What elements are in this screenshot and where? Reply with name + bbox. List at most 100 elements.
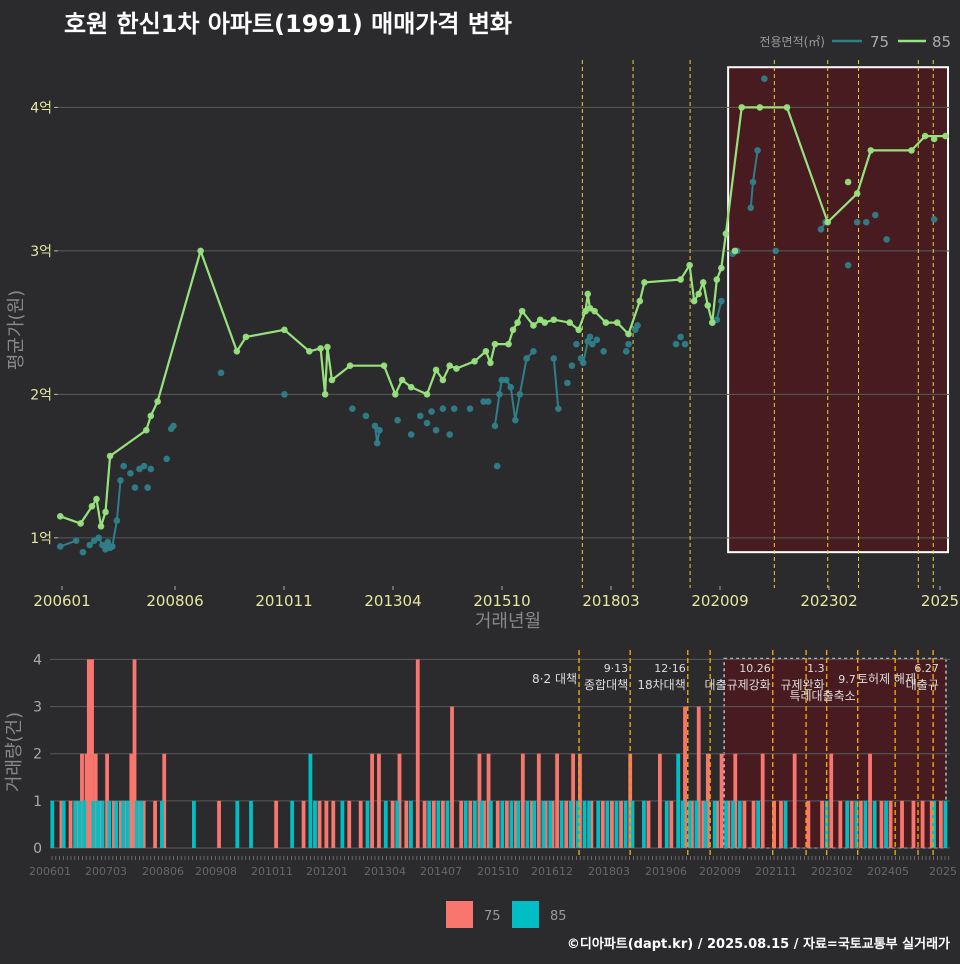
policy-annotation: 규제완화 [780,678,824,692]
data-point-75 [930,216,938,223]
bar-75 [422,800,427,848]
bar-x-tick-label: 202111 [755,865,797,878]
bar-85 [614,800,619,848]
bar-75 [879,800,884,848]
bar-75 [600,800,605,848]
data-point-85 [566,319,573,326]
data-point-75 [502,376,510,384]
bar-75 [431,800,436,848]
bar-85 [694,800,699,848]
legend-label-75: 75 [870,33,889,51]
bar-85 [114,800,119,848]
data-point-85 [853,190,861,197]
bar-75 [486,753,491,848]
bar-x-tick-label: 201407 [420,865,462,878]
series-line-75 [552,358,560,409]
legend-label-85: 85 [932,33,951,51]
bar-75 [646,800,651,848]
bar-85 [107,800,112,848]
policy-annotation: 대출규 [906,678,939,692]
bar-75 [715,800,719,848]
data-point-75 [484,398,492,405]
series-line-75 [493,350,535,427]
bar-75 [742,800,747,848]
bar-85 [61,800,66,848]
bar-85 [943,800,948,848]
bar-85 [630,800,635,848]
bar-75 [112,800,116,848]
bar-85 [516,800,521,848]
x-tick-label: 201510 [473,592,530,610]
data-point-75 [104,538,112,546]
policy-annotation: 토허제 해제 [857,672,916,686]
policy-annotation: 18차대책 [637,677,685,692]
data-point-85 [505,340,512,348]
series-line-75 [97,480,122,552]
data-point-75 [127,469,134,477]
bar-75 [397,753,402,848]
bottom-legend-swatch-75 [446,901,473,928]
bar-85 [91,800,96,848]
bar-75 [578,753,582,848]
data-point-75 [491,422,499,430]
bar-85 [664,800,669,848]
data-point-85 [56,513,64,520]
data-point-85 [77,520,84,527]
data-point-75 [498,376,506,384]
x-tick-label: 202302 [800,592,857,610]
data-point-85 [942,132,949,140]
x-tick-label: 200601 [33,592,90,610]
data-point-85 [602,319,610,326]
data-point-75 [507,383,515,391]
data-point-75 [466,405,474,412]
bar-75 [358,800,363,848]
bar-x-tick-label: 200806 [142,865,184,878]
data-point-75 [564,379,571,387]
bar-75 [495,800,500,848]
bar-x-tick-label: 201803 [588,865,630,878]
data-point-85 [491,340,499,348]
bar-85 [845,800,850,848]
bar-75 [520,753,525,848]
bar-85 [488,800,493,848]
data-point-85 [930,135,938,143]
data-point-85 [446,362,453,369]
bar-75 [705,753,710,848]
bar-85 [854,800,859,848]
bar-85 [445,800,450,848]
bar-85 [383,800,388,848]
data-point-75 [432,426,440,434]
data-point-85 [509,326,517,334]
data-point-85 [154,398,161,405]
bar-x-tick-label: 200601 [29,865,71,878]
data-point-75 [140,462,148,470]
data-point-75 [754,147,761,154]
bar-75 [217,800,221,848]
bar-75 [93,753,98,848]
bar-75 [331,800,336,848]
bar-75 [415,659,420,848]
bar-85 [541,800,546,848]
bar-75 [938,800,943,848]
bar-75 [80,753,84,848]
bar-75 [701,800,706,848]
data-point-85 [407,383,415,391]
bar-85 [290,800,295,848]
data-point-85 [281,326,288,334]
data-point-75 [579,359,587,367]
bar-75 [669,800,674,848]
bar-75 [530,800,534,848]
bar-85 [409,800,413,848]
data-point-75 [170,422,177,430]
data-point-85 [432,366,440,374]
bar-85 [676,753,681,848]
y-tick-label: 1억 [30,531,52,547]
bar-85 [568,800,573,848]
data-point-85 [93,495,100,503]
bar-85 [703,800,708,848]
x-tick-label: 201304 [364,592,421,610]
bar-75 [733,753,738,848]
bar-75 [468,800,473,848]
bar-75 [440,800,445,848]
